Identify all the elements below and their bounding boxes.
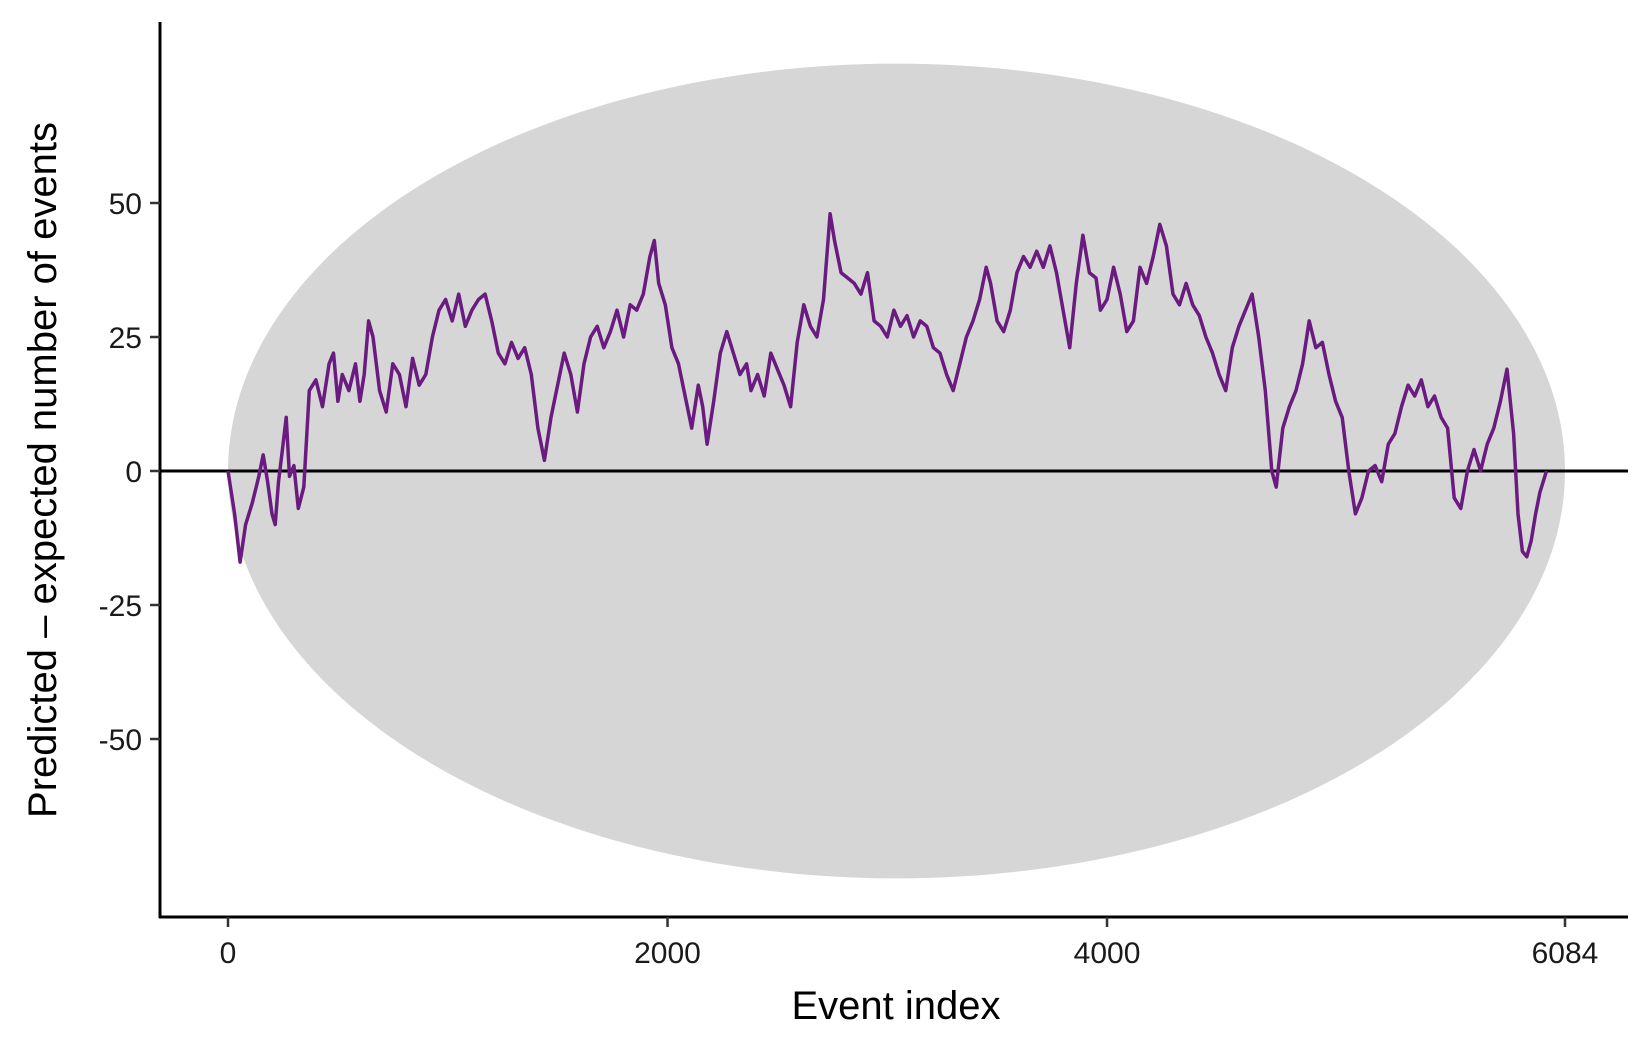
x-tick-label: 4000 (1074, 937, 1141, 970)
y-tick-label: -25 (99, 590, 142, 623)
y-tick-label: 25 (109, 322, 142, 355)
plot-area (160, 63, 1628, 879)
x-axis-title: Event index (791, 984, 1000, 1028)
y-tick-label: -50 (99, 724, 142, 757)
y-tick-label: 0 (125, 456, 142, 489)
y-tick-label: 50 (109, 188, 142, 221)
axes: 0 2000 4000 6084 -50 -25 0 25 50 Event index Predi… (21, 22, 1628, 1028)
x-tick-label: 0 (220, 937, 237, 970)
x-tick-label: 6084 (1532, 937, 1599, 970)
y-axis-title: Predicted – expected number of events (21, 122, 65, 818)
series-line-0 (226, 211, 1549, 564)
x-tick-label: 2000 (634, 937, 701, 970)
